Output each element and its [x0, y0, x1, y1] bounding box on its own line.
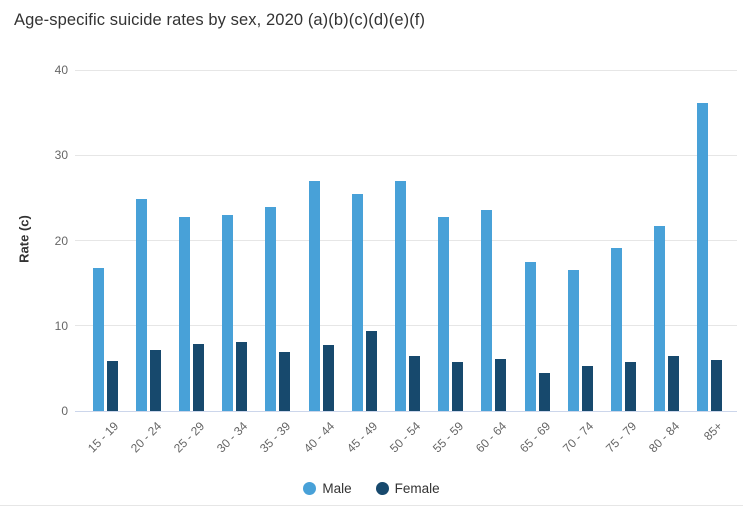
female-bar[interactable] [408, 355, 420, 411]
y-tick-label: 20 [54, 233, 68, 248]
gridline [75, 240, 737, 241]
x-axis-line [75, 410, 737, 412]
legend-item-female[interactable]: Female [375, 481, 440, 496]
x-tick-label: 70 - 74 [559, 419, 597, 456]
legend-item-male[interactable]: Male [303, 481, 352, 496]
y-tick-label: 40 [54, 63, 68, 77]
gridline [75, 325, 737, 327]
chart-title: Age-specific suicide rates by sex, 2020 … [14, 11, 426, 29]
male-bar[interactable] [135, 198, 147, 411]
female-bar[interactable] [322, 345, 334, 411]
female-bar[interactable] [624, 361, 636, 411]
x-tick-label: 80 - 84 [646, 419, 683, 456]
female-bar[interactable] [106, 360, 118, 411]
x-tick-label: 45 - 49 [343, 419, 381, 456]
y-tick-label: 30 [54, 148, 68, 163]
x-tick-label: 20 - 24 [127, 419, 165, 456]
bottom-divider [0, 505, 743, 506]
male-bar[interactable] [654, 226, 666, 411]
female-bar[interactable] [495, 358, 507, 411]
female-bar[interactable] [538, 373, 550, 411]
female-bar[interactable] [192, 343, 204, 411]
x-tick-label: 55 - 59 [430, 419, 467, 456]
female-bar[interactable] [581, 365, 593, 411]
male-bar[interactable] [481, 209, 493, 411]
female-bar[interactable] [279, 352, 291, 411]
x-tick-label: 25 - 29 [170, 419, 208, 456]
male-bar[interactable] [178, 216, 190, 411]
male-bar[interactable] [265, 207, 277, 411]
male-bar[interactable] [308, 180, 320, 411]
x-tick-label: 60 - 64 [473, 419, 510, 456]
female-bar[interactable] [149, 349, 161, 411]
gridline [75, 154, 737, 156]
female-bar[interactable] [452, 361, 464, 411]
female-bar[interactable] [711, 359, 723, 411]
x-tick-label: 35 - 39 [257, 419, 294, 456]
x-tick-label: 75 - 79 [602, 419, 640, 456]
x-tick-label: 65 - 69 [516, 419, 553, 456]
x-tick-label: 40 - 44 [300, 419, 337, 456]
female-legend-label: Female [394, 481, 440, 496]
female-bar[interactable] [668, 356, 680, 411]
gridline [75, 69, 737, 71]
male-bar[interactable] [438, 216, 450, 411]
legend: Male Female [0, 481, 743, 496]
x-tick-label: 50 - 54 [386, 419, 424, 456]
male-bar[interactable] [351, 193, 363, 411]
male-bar[interactable] [567, 270, 579, 411]
y-tick-label: 10 [54, 318, 68, 333]
male-bar[interactable] [222, 214, 234, 411]
female-bar[interactable] [365, 330, 377, 411]
x-tick-label: 15 - 19 [84, 419, 121, 456]
male-bar[interactable] [524, 261, 536, 411]
male-bar[interactable] [697, 103, 709, 411]
male-bar[interactable] [394, 180, 406, 411]
female-legend-marker-icon [375, 482, 389, 495]
x-tick-label: 85+ [701, 419, 726, 444]
y-tick-label: 0 [61, 404, 68, 418]
x-tick-label: 30 - 34 [214, 419, 251, 456]
male-legend-label: Male [322, 481, 352, 496]
female-bar[interactable] [236, 341, 248, 411]
male-bar[interactable] [92, 267, 104, 411]
male-bar[interactable] [610, 248, 622, 411]
male-legend-marker-icon [303, 482, 317, 495]
